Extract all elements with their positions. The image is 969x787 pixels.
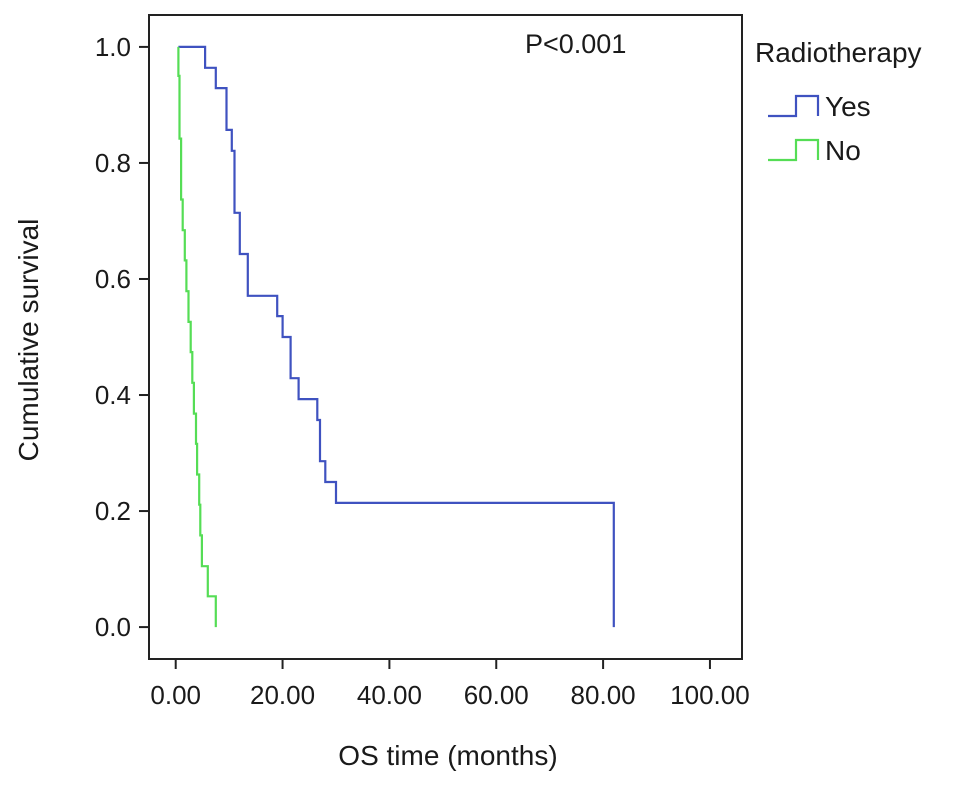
- legend-item-yes: Yes: [768, 91, 871, 122]
- y-tick-label: 0.6: [95, 264, 131, 294]
- legend-label: Yes: [825, 91, 871, 122]
- plot-frame: [148, 14, 743, 660]
- y-axis-title: Cumulative survival: [13, 219, 44, 462]
- legend-item-no: No: [768, 135, 861, 166]
- x-tick-label: 40.00: [357, 680, 422, 710]
- y-tick-label: 0.0: [95, 612, 131, 642]
- y-tick-label: 0.8: [95, 148, 131, 178]
- legend-title: Radiotherapy: [755, 37, 922, 68]
- x-axis-title: OS time (months): [338, 740, 557, 771]
- x-tick-label: 100.00: [670, 680, 750, 710]
- p-value-annotation: P<0.001: [525, 29, 626, 59]
- x-tick-label: 20.00: [250, 680, 315, 710]
- x-axis-ticks: 0.00 20.00 40.00 60.00 80.00 100.00: [150, 659, 750, 710]
- series-line-no: [177, 46, 217, 628]
- legend: Radiotherapy Yes No: [755, 37, 922, 166]
- y-tick-label: 0.4: [95, 380, 131, 410]
- legend-swatch: [768, 138, 820, 162]
- legend-swatch: [768, 94, 820, 118]
- x-tick-label: 80.00: [571, 680, 636, 710]
- x-tick-label: 0.00: [150, 680, 201, 710]
- y-tick-label: 1.0: [95, 32, 131, 62]
- legend-items: Yes No: [768, 91, 871, 166]
- legend-label: No: [825, 135, 861, 166]
- y-axis-ticks: 0.0 0.2 0.4 0.6 0.8 1.0: [95, 32, 149, 642]
- y-tick-label: 0.2: [95, 496, 131, 526]
- x-tick-label: 60.00: [464, 680, 529, 710]
- series-line-yes: [178, 45, 615, 628]
- series-layer: [177, 45, 615, 628]
